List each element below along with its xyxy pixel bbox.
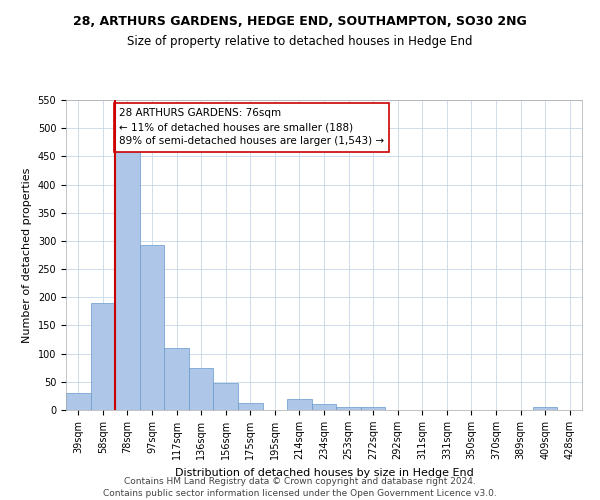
Bar <box>533 407 557 410</box>
Text: Contains HM Land Registry data © Crown copyright and database right 2024.: Contains HM Land Registry data © Crown c… <box>124 478 476 486</box>
Bar <box>361 407 385 410</box>
Bar <box>214 383 238 410</box>
Bar <box>66 393 91 410</box>
Bar <box>91 303 115 410</box>
Bar <box>312 404 336 410</box>
X-axis label: Distribution of detached houses by size in Hedge End: Distribution of detached houses by size … <box>175 468 473 477</box>
Text: Contains public sector information licensed under the Open Government Licence v3: Contains public sector information licen… <box>103 489 497 498</box>
Bar <box>189 368 214 410</box>
Bar <box>287 398 312 410</box>
Bar <box>238 402 263 410</box>
Y-axis label: Number of detached properties: Number of detached properties <box>22 168 32 342</box>
Bar <box>336 407 361 410</box>
Bar <box>115 150 140 410</box>
Text: 28, ARTHURS GARDENS, HEDGE END, SOUTHAMPTON, SO30 2NG: 28, ARTHURS GARDENS, HEDGE END, SOUTHAMP… <box>73 15 527 28</box>
Bar <box>164 348 189 410</box>
Bar <box>140 245 164 410</box>
Text: 28 ARTHURS GARDENS: 76sqm
← 11% of detached houses are smaller (188)
89% of semi: 28 ARTHURS GARDENS: 76sqm ← 11% of detac… <box>119 108 384 146</box>
Text: Size of property relative to detached houses in Hedge End: Size of property relative to detached ho… <box>127 35 473 48</box>
